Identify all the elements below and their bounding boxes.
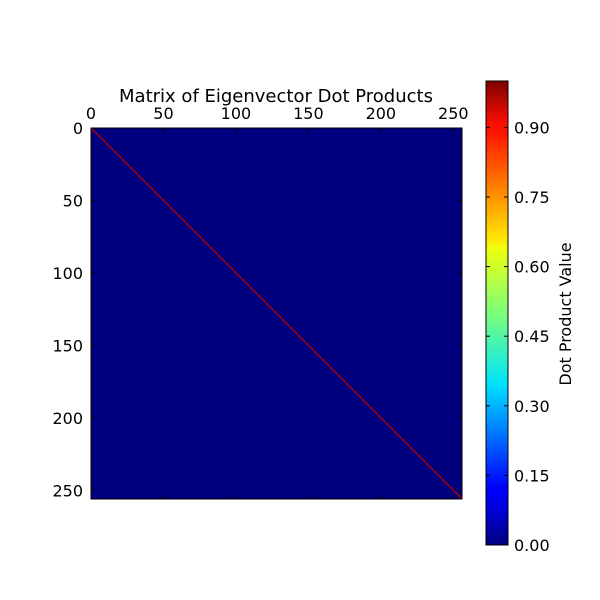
colorbar-tick-label: 0.45	[514, 327, 550, 346]
colorbar-label: Dot Product Value	[556, 242, 575, 385]
x-tick-label: 0	[86, 104, 96, 123]
heatmap	[90, 127, 463, 500]
y-tick-label: 100	[52, 264, 83, 283]
y-tick-label: 0	[73, 119, 83, 138]
chart-title: Matrix of Eigenvector Dot Products	[119, 86, 433, 107]
y-tick-label: 150	[52, 336, 83, 355]
y-tick-label: 250	[52, 481, 83, 500]
y-tick-label: 200	[52, 409, 83, 428]
colorbar-tick-label: 0.15	[514, 466, 550, 485]
heatmap-diagonal	[90, 127, 463, 500]
plot-frame	[90, 127, 463, 500]
x-tick-label: 50	[153, 104, 173, 123]
x-tick-label: 150	[293, 104, 324, 123]
x-axis: 0 50 100 150 200 250	[86, 104, 469, 499]
colorbar-tick-label: 0.60	[514, 258, 550, 277]
colorbar-tick-label: 0.00	[514, 536, 550, 555]
colorbar-gradient	[485, 80, 509, 546]
colorbar-tick-label: 0.90	[514, 118, 550, 137]
y-axis: 0 50 100 150 200 250	[52, 119, 462, 500]
y-tick-label: 50	[63, 191, 83, 210]
x-tick-label: 200	[366, 104, 397, 123]
colorbar-tick-label: 0.75	[514, 188, 550, 207]
colorbar-tick-label: 0.30	[514, 397, 550, 416]
colorbar: 0.00 0.15 0.30 0.45 0.60 0.75 0.90	[485, 80, 550, 555]
x-tick-label: 250	[438, 104, 469, 123]
x-tick-label: 100	[221, 104, 252, 123]
